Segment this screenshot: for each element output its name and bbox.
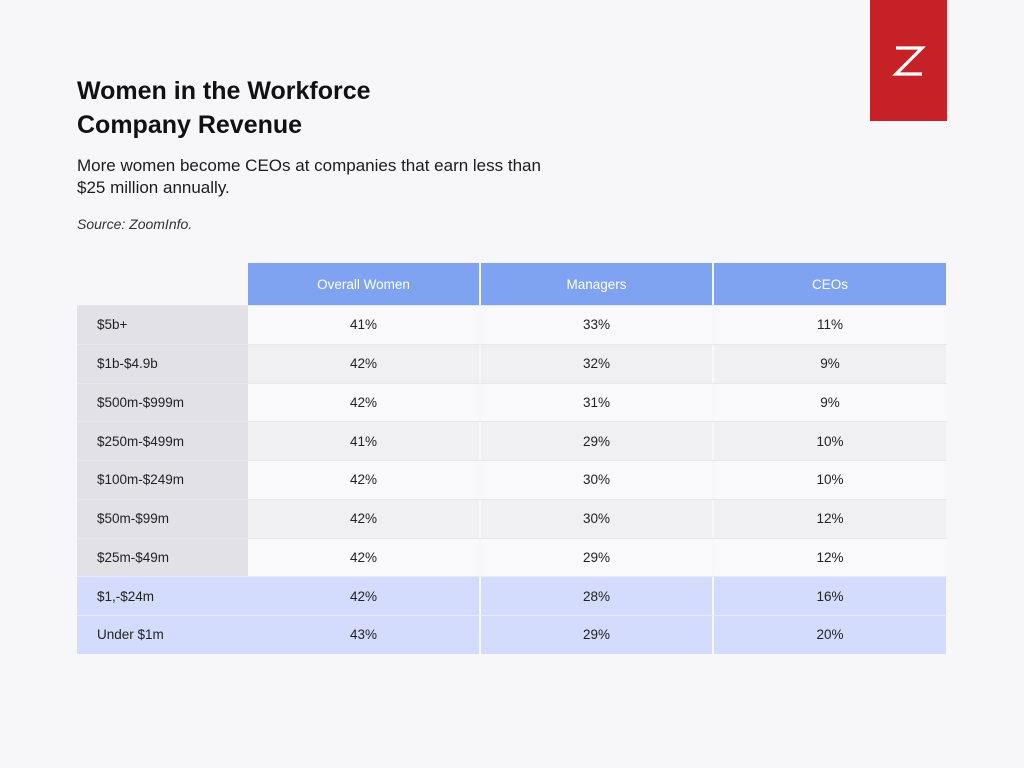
cell-managers: 29% (481, 422, 714, 460)
table-header-row: Overall Women Managers CEOs (77, 263, 947, 305)
table-row: $50m-$99m 42% 30% 12% (77, 498, 947, 538)
cell-ceos: 16% (714, 577, 946, 615)
row-label: Under $1m (77, 616, 248, 654)
cell-overall-women: 43% (248, 616, 481, 654)
cell-overall-women: 42% (248, 577, 481, 615)
cell-managers: 29% (481, 538, 714, 577)
column-header-overall-women: Overall Women (248, 263, 481, 305)
cell-managers: 31% (481, 383, 714, 422)
cell-ceos: 12% (714, 538, 946, 577)
title-line-1: Women in the Workforce (77, 77, 371, 105)
column-header-managers: Managers (481, 263, 714, 305)
table-row: Under $1m 43% 29% 20% (77, 615, 947, 654)
row-label: $500m-$999m (77, 383, 248, 422)
source-note: Source: ZoomInfo. (77, 216, 193, 232)
row-label: $50m-$99m (77, 499, 248, 538)
title-line-2: Company Revenue (77, 111, 303, 139)
table-row: $1,-$24m 42% 28% 16% (77, 576, 947, 615)
cell-ceos: 12% (714, 499, 946, 538)
zoominfo-z-logo-icon (891, 45, 926, 76)
cell-managers: 33% (481, 306, 714, 344)
cell-managers: 28% (481, 577, 714, 615)
table-row: $5b+ 41% 33% 11% (77, 305, 947, 344)
table-body: $5b+ 41% 33% 11% $1b-$4.9b 42% 32% 9% $500m-$999… (77, 305, 947, 654)
cell-ceos: 9% (714, 344, 946, 383)
cell-overall-women: 42% (248, 499, 481, 538)
cell-managers: 32% (481, 344, 714, 383)
cell-managers: 29% (481, 616, 714, 654)
table-row: $250m-$499m 41% 29% 10% (77, 421, 947, 460)
row-label: $100m-$249m (77, 461, 248, 499)
cell-ceos: 10% (714, 461, 946, 499)
column-header-ceos: CEOs (714, 263, 946, 305)
cell-overall-women: 42% (248, 538, 481, 577)
row-label: $250m-$499m (77, 422, 248, 460)
cell-overall-women: 41% (248, 422, 481, 460)
cell-overall-women: 42% (248, 461, 481, 499)
cell-overall-women: 42% (248, 383, 481, 422)
cell-overall-women: 41% (248, 306, 481, 344)
table-row: $25m-$49m 42% 29% 12% (77, 537, 947, 577)
row-label: $5b+ (77, 306, 248, 344)
row-label: $1,-$24m (77, 577, 248, 615)
cell-managers: 30% (481, 499, 714, 538)
table-corner-cell (77, 263, 248, 305)
table-row: $100m-$249m 42% 30% 10% (77, 460, 947, 499)
cell-overall-women: 42% (248, 344, 481, 383)
table-row: $1b-$4.9b 42% 32% 9% (77, 343, 947, 383)
page-title: Women in the Workforce Company Revenue (77, 74, 371, 142)
cell-managers: 30% (481, 461, 714, 499)
revenue-table: Overall Women Managers CEOs $5b+ 41% 33% 11… (77, 263, 947, 654)
page-subtitle: More women become CEOs at companies that… (77, 156, 541, 197)
row-label: $1b-$4.9b (77, 344, 248, 383)
cell-ceos: 11% (714, 306, 946, 344)
cell-ceos: 9% (714, 383, 946, 422)
cell-ceos: 10% (714, 422, 946, 460)
row-label: $25m-$49m (77, 538, 248, 577)
cell-ceos: 20% (714, 616, 946, 654)
table-row: $500m-$999m 42% 31% 9% (77, 382, 947, 422)
brand-logo (870, 0, 947, 121)
